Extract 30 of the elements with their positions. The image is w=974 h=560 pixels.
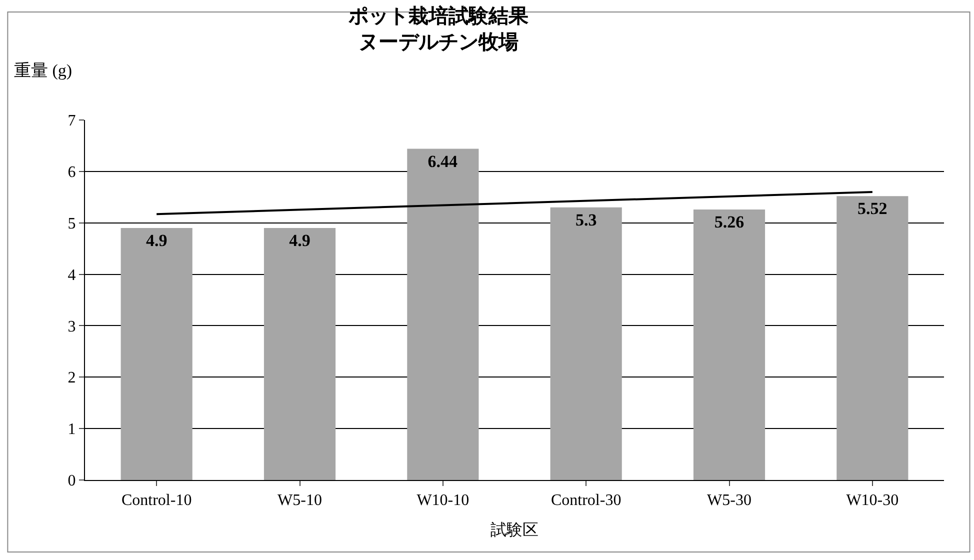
data-label: 4.9 (289, 231, 310, 250)
data-label: 5.52 (858, 199, 888, 218)
y-axis-title: 重量 (g) (14, 61, 72, 80)
x-tick-label: W5-30 (707, 492, 752, 510)
y-tick-label: 2 (68, 370, 76, 387)
y-tick-label: 5 (68, 215, 76, 232)
bar (120, 228, 192, 480)
x-tick-label: Control-30 (550, 492, 622, 510)
x-tick-label: W5-10 (278, 492, 322, 510)
y-tick-label: 7 (68, 112, 76, 130)
y-tick-label: 6 (68, 164, 76, 182)
data-label: 6.44 (428, 152, 458, 171)
y-tick-label: 1 (68, 421, 76, 438)
bar (264, 228, 336, 480)
y-tick-label: 3 (68, 318, 76, 336)
x-axis-title: 試験区 (490, 520, 538, 539)
data-label: 5.3 (575, 210, 597, 230)
bar (836, 196, 908, 480)
x-tick-label: W10-30 (846, 492, 899, 510)
y-tick-label: 4 (68, 266, 76, 284)
x-tick-label: W10-10 (416, 492, 470, 510)
y-tick-label: 0 (68, 472, 76, 490)
data-label: 4.9 (146, 231, 168, 250)
chart-subtitle: ヌーデルチン牧場 (358, 29, 518, 54)
bar (550, 207, 622, 480)
chart-title: ポット栽培試験結果 (347, 3, 530, 28)
bar (693, 209, 766, 480)
data-label: 5.26 (714, 212, 744, 232)
x-tick-label: Control-10 (121, 492, 192, 510)
bar (407, 148, 479, 480)
